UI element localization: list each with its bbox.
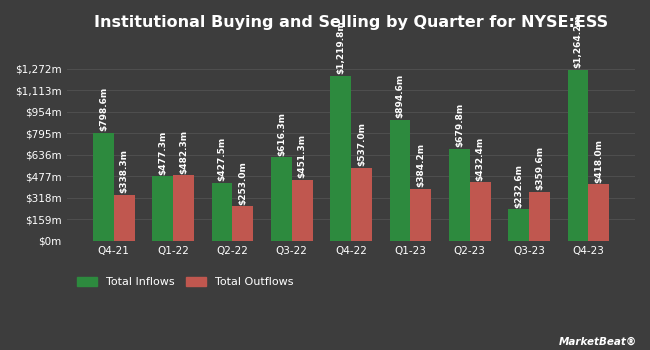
Bar bbox=[470, 182, 491, 240]
Bar bbox=[173, 175, 194, 240]
Legend: Total Inflows, Total Outflows: Total Inflows, Total Outflows bbox=[73, 272, 298, 292]
Text: $418.0m: $418.0m bbox=[594, 139, 603, 183]
Bar bbox=[508, 209, 529, 240]
Bar bbox=[351, 168, 372, 240]
Text: $1,219.8m: $1,219.8m bbox=[336, 21, 345, 74]
Text: $477.3m: $477.3m bbox=[158, 130, 167, 175]
Text: MarketBeat®: MarketBeat® bbox=[559, 336, 637, 346]
Bar bbox=[449, 149, 470, 240]
Text: $384.2m: $384.2m bbox=[416, 143, 425, 187]
Bar bbox=[93, 133, 114, 240]
Text: $1,264.2m: $1,264.2m bbox=[573, 15, 582, 68]
Bar bbox=[114, 195, 135, 240]
Bar bbox=[330, 76, 351, 240]
Text: $232.6m: $232.6m bbox=[514, 163, 523, 208]
Bar bbox=[271, 158, 292, 240]
Text: $253.0m: $253.0m bbox=[239, 161, 247, 205]
Text: $537.0m: $537.0m bbox=[357, 122, 366, 167]
Bar bbox=[212, 183, 233, 240]
Text: $894.6m: $894.6m bbox=[396, 74, 404, 118]
Text: $798.6m: $798.6m bbox=[99, 87, 108, 131]
Text: $451.3m: $451.3m bbox=[298, 134, 307, 178]
Text: $616.3m: $616.3m bbox=[277, 112, 286, 156]
Bar bbox=[389, 120, 410, 240]
Text: $432.4m: $432.4m bbox=[476, 136, 485, 181]
Text: $679.8m: $679.8m bbox=[455, 103, 464, 147]
Bar bbox=[292, 180, 313, 240]
Title: Institutional Buying and Selling by Quarter for NYSE:ESS: Institutional Buying and Selling by Quar… bbox=[94, 15, 608, 30]
Text: $338.3m: $338.3m bbox=[120, 149, 129, 193]
Bar bbox=[233, 206, 254, 240]
Text: $482.3m: $482.3m bbox=[179, 130, 188, 174]
Bar bbox=[529, 192, 550, 240]
Bar bbox=[410, 189, 431, 240]
Text: $359.6m: $359.6m bbox=[535, 146, 544, 190]
Bar bbox=[588, 184, 609, 240]
Bar bbox=[152, 176, 173, 240]
Text: $427.5m: $427.5m bbox=[218, 137, 227, 181]
Bar bbox=[567, 70, 588, 240]
